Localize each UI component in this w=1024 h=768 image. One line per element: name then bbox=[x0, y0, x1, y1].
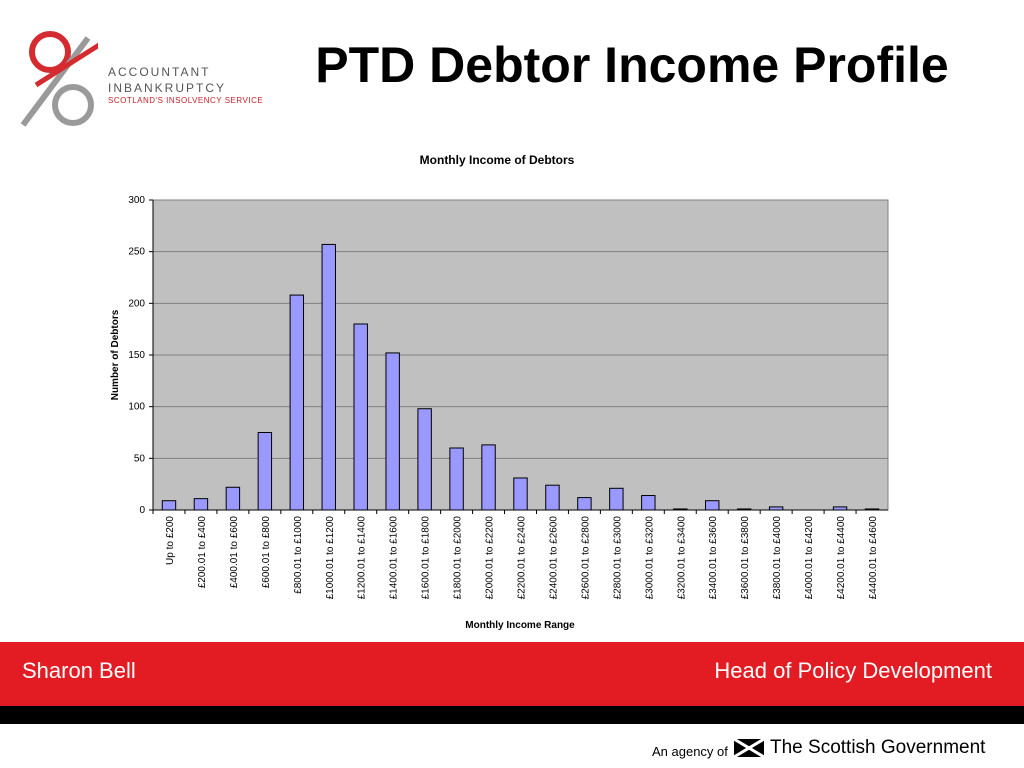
x-tick-label: £2000.01 to £2200 bbox=[485, 516, 496, 600]
x-tick-label: £1800.01 to £2000 bbox=[453, 516, 464, 600]
saltire-flag-icon bbox=[734, 739, 764, 757]
x-axis-label: Monthly Income Range bbox=[465, 620, 575, 631]
agency-name: The Scottish Government bbox=[770, 737, 986, 758]
logo-line-3: SCOTLAND'S INSOLVENCY SERVICE bbox=[108, 96, 264, 105]
x-tick-label: £3800.01 to £4000 bbox=[772, 516, 783, 600]
y-tick-label: 250 bbox=[128, 247, 145, 258]
x-tick-label: £2200.01 to £2400 bbox=[517, 516, 528, 600]
bar bbox=[353, 323, 368, 511]
footer-strip bbox=[0, 706, 1024, 724]
chart-title: Monthly Income of Debtors bbox=[420, 153, 575, 167]
bar bbox=[609, 487, 624, 511]
logo-line-2: INBANKRUPTCY bbox=[108, 81, 227, 95]
x-tick-label: £4000.01 to £4200 bbox=[804, 516, 815, 600]
bar bbox=[449, 447, 464, 511]
logo-line-1: ACCOUNTANT bbox=[108, 65, 211, 79]
y-axis-label: Number of Debtors bbox=[110, 309, 121, 400]
y-tick-label: 50 bbox=[134, 453, 146, 464]
y-tick-label: 300 bbox=[128, 195, 145, 206]
agency-label: An agency of bbox=[652, 744, 728, 759]
presenter-name: Sharon Bell bbox=[22, 658, 136, 683]
bar bbox=[545, 484, 560, 511]
bar-chart: Monthly Income of Debtors 0 50 100 150 200 25… bbox=[110, 153, 889, 631]
agency-logo: ACCOUNTANT INBANKRUPTCY SCOTLAND'S INSOL… bbox=[18, 30, 268, 145]
bar bbox=[257, 432, 273, 511]
bar bbox=[417, 408, 432, 511]
x-tick-label: £3400.01 to £3600 bbox=[708, 516, 719, 600]
x-tick-label: £3000.01 to £3200 bbox=[644, 516, 655, 600]
footer-band bbox=[0, 642, 1024, 706]
bar bbox=[321, 243, 336, 511]
x-tick-label: £1600.01 to £1800 bbox=[421, 516, 432, 600]
slide-title: PTD Debtor Income Profile bbox=[315, 37, 949, 93]
x-tick-label: £1000.01 to £1200 bbox=[325, 516, 336, 600]
bar bbox=[577, 497, 592, 511]
bar bbox=[705, 500, 720, 511]
presenter-role: Head of Policy Development bbox=[714, 658, 992, 683]
bar bbox=[641, 495, 656, 511]
y-tick-label: 100 bbox=[128, 402, 145, 413]
x-tick-label: Up to £200 bbox=[165, 516, 176, 565]
x-tick-label: £1200.01 to £1400 bbox=[357, 516, 368, 600]
x-tick-label: £600.01 to £800 bbox=[261, 516, 272, 589]
x-tick-label: £3200.01 to £3400 bbox=[676, 516, 687, 600]
bar bbox=[193, 498, 209, 511]
x-tick-label: £4200.01 to £4400 bbox=[836, 516, 847, 600]
bar bbox=[289, 294, 305, 511]
x-tick-label: £3600.01 to £3800 bbox=[740, 516, 751, 600]
x-tick-label: £200.01 to £400 bbox=[197, 516, 208, 589]
x-tick-label: £2800.01 to £3000 bbox=[612, 516, 623, 600]
y-tick-label: 0 bbox=[139, 505, 145, 516]
bar bbox=[225, 486, 241, 511]
x-tick-label: £2400.01 to £2600 bbox=[548, 516, 559, 600]
bar bbox=[385, 352, 400, 511]
y-tick-label: 200 bbox=[128, 298, 145, 309]
bar bbox=[161, 500, 177, 511]
x-tick-label: £4400.01 to £4600 bbox=[868, 516, 879, 600]
bar bbox=[513, 477, 528, 511]
x-tick-label: £400.01 to £600 bbox=[229, 516, 240, 589]
bar bbox=[481, 444, 496, 511]
x-tick-label: £2600.01 to £2800 bbox=[580, 516, 591, 600]
x-tick-label: £800.01 to £1000 bbox=[293, 516, 304, 594]
x-tick-label: £1400.01 to £1600 bbox=[389, 516, 400, 600]
y-tick-label: 150 bbox=[128, 350, 145, 361]
